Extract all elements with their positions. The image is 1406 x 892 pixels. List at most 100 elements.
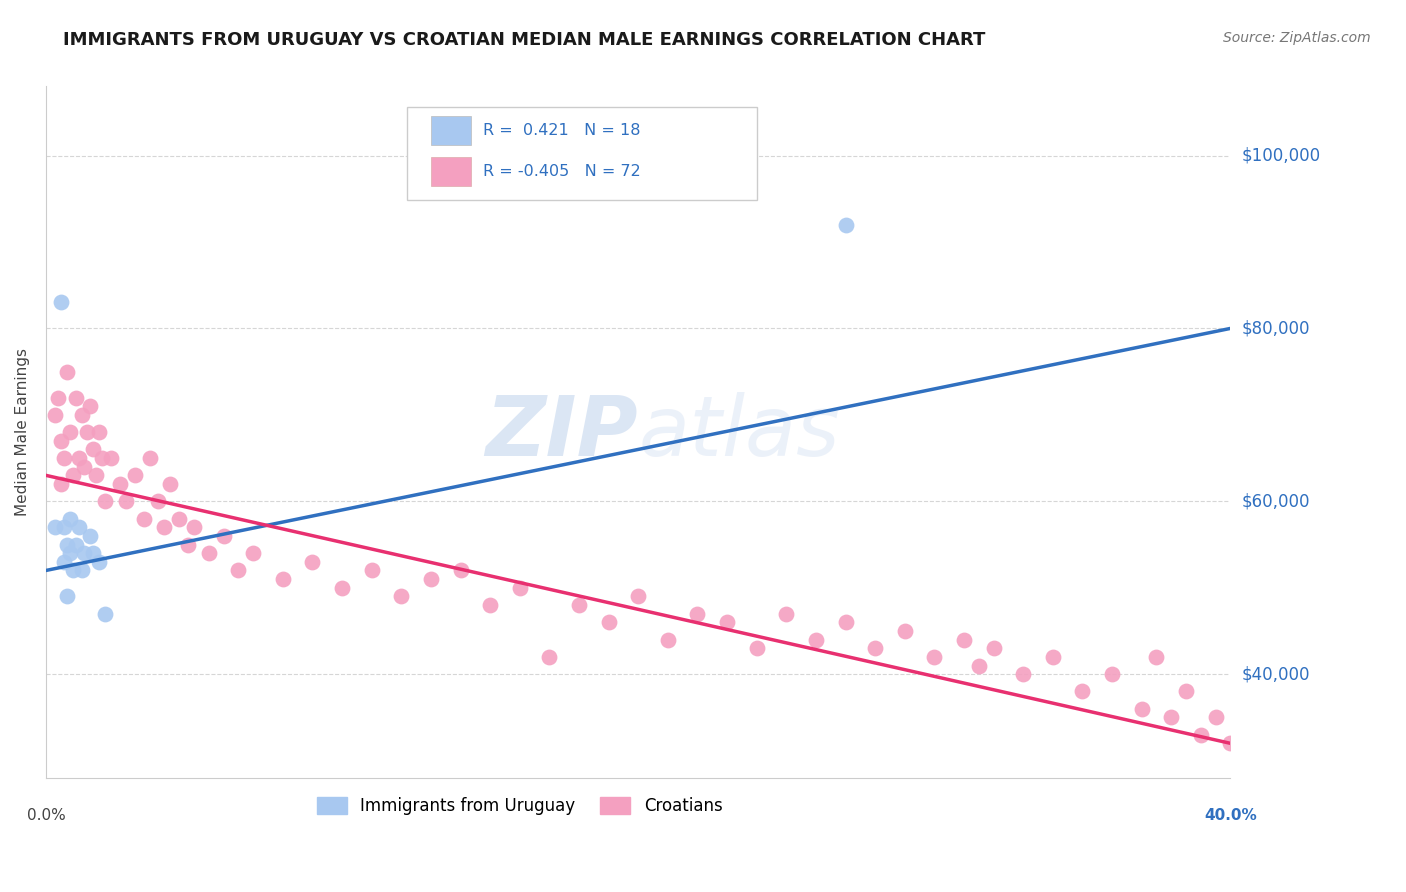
Point — [804, 632, 827, 647]
Point — [132, 511, 155, 525]
FancyBboxPatch shape — [408, 107, 756, 201]
Point — [953, 632, 976, 647]
Point — [1012, 667, 1035, 681]
Point — [1189, 728, 1212, 742]
Point — [138, 451, 160, 466]
Text: Source: ZipAtlas.com: Source: ZipAtlas.com — [1223, 31, 1371, 45]
Point — [82, 546, 104, 560]
Point — [124, 468, 146, 483]
Point — [1175, 684, 1198, 698]
Point — [115, 494, 138, 508]
Point — [657, 632, 679, 647]
Point — [49, 434, 72, 448]
Point — [183, 520, 205, 534]
Text: $80,000: $80,000 — [1241, 319, 1310, 337]
Point — [59, 546, 82, 560]
Point — [108, 477, 131, 491]
Point — [568, 598, 591, 612]
Point — [1130, 702, 1153, 716]
Text: 0.0%: 0.0% — [27, 808, 65, 823]
Point — [59, 511, 82, 525]
Point — [271, 572, 294, 586]
Point — [49, 477, 72, 491]
Point — [79, 399, 101, 413]
Point — [52, 555, 75, 569]
Point — [983, 641, 1005, 656]
Point — [538, 649, 561, 664]
Point — [153, 520, 176, 534]
Point — [686, 607, 709, 621]
Point — [1219, 736, 1241, 750]
Point — [228, 564, 250, 578]
Text: R =  0.421   N = 18: R = 0.421 N = 18 — [484, 123, 641, 137]
Point — [1205, 710, 1227, 724]
Point — [65, 537, 87, 551]
Point — [46, 391, 69, 405]
Point — [73, 459, 96, 474]
Point — [598, 615, 620, 630]
Point — [70, 408, 93, 422]
Point — [450, 564, 472, 578]
Point — [89, 425, 111, 439]
Text: R = -0.405   N = 72: R = -0.405 N = 72 — [484, 164, 641, 179]
Point — [1160, 710, 1182, 724]
Point — [834, 218, 856, 232]
Point — [479, 598, 502, 612]
Point — [67, 451, 90, 466]
Point — [627, 590, 650, 604]
Point — [67, 520, 90, 534]
Text: ZIP: ZIP — [485, 392, 638, 473]
Point — [62, 468, 84, 483]
Point — [100, 451, 122, 466]
Point — [242, 546, 264, 560]
Text: atlas: atlas — [638, 392, 839, 473]
Point — [745, 641, 768, 656]
Point — [94, 607, 117, 621]
Point — [509, 581, 531, 595]
FancyBboxPatch shape — [430, 116, 471, 145]
Point — [89, 555, 111, 569]
Y-axis label: Median Male Earnings: Median Male Earnings — [15, 348, 30, 516]
Point — [44, 408, 66, 422]
Point — [65, 391, 87, 405]
Point — [62, 564, 84, 578]
Point — [49, 295, 72, 310]
Point — [79, 529, 101, 543]
Point — [301, 555, 323, 569]
Point — [1042, 649, 1064, 664]
Point — [76, 425, 98, 439]
Point — [1101, 667, 1123, 681]
Point — [893, 624, 915, 638]
Point — [148, 494, 170, 508]
Point — [775, 607, 797, 621]
Point — [52, 451, 75, 466]
Point — [70, 564, 93, 578]
Point — [212, 529, 235, 543]
Point — [1071, 684, 1094, 698]
Point — [177, 537, 200, 551]
Point — [967, 658, 990, 673]
Text: 40.0%: 40.0% — [1204, 808, 1257, 823]
Text: IMMIGRANTS FROM URUGUAY VS CROATIAN MEDIAN MALE EARNINGS CORRELATION CHART: IMMIGRANTS FROM URUGUAY VS CROATIAN MEDI… — [63, 31, 986, 49]
Point — [73, 546, 96, 560]
Text: $40,000: $40,000 — [1241, 665, 1310, 683]
Legend: Immigrants from Uruguay, Croatians: Immigrants from Uruguay, Croatians — [311, 790, 730, 822]
Point — [59, 425, 82, 439]
FancyBboxPatch shape — [430, 157, 471, 186]
Point — [55, 537, 77, 551]
Point — [55, 365, 77, 379]
Point — [330, 581, 353, 595]
Point — [91, 451, 114, 466]
Point — [716, 615, 738, 630]
Point — [198, 546, 221, 560]
Point — [44, 520, 66, 534]
Point — [389, 590, 412, 604]
Point — [863, 641, 886, 656]
Text: $60,000: $60,000 — [1241, 492, 1310, 510]
Text: $100,000: $100,000 — [1241, 146, 1320, 164]
Point — [82, 442, 104, 457]
Point — [360, 564, 382, 578]
Point — [55, 590, 77, 604]
Point — [52, 520, 75, 534]
Point — [86, 468, 108, 483]
